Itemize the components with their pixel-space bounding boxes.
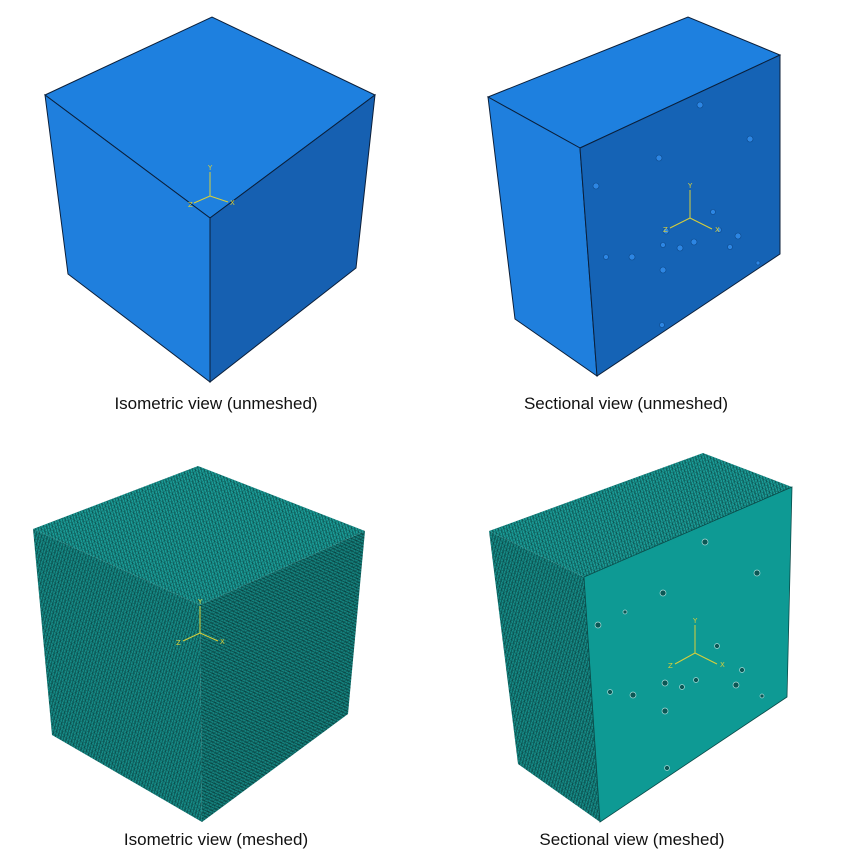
section-face bbox=[579, 54, 781, 377]
axis-x-label: X bbox=[720, 661, 725, 669]
cube-left-face bbox=[33, 529, 202, 822]
cube-left-face bbox=[489, 531, 600, 822]
caption-sectional-unmeshed: Sectional view (unmeshed) bbox=[523, 394, 729, 413]
panel-sectional-meshed: Y X Z bbox=[0, 440, 865, 830]
cube-right-face bbox=[209, 93, 376, 384]
section-face bbox=[583, 486, 793, 823]
axis-y-label: Y bbox=[687, 182, 693, 190]
cube-isometric-meshed: Y X Z bbox=[33, 466, 365, 822]
axis-x-label: X bbox=[715, 226, 720, 234]
axis-triad: Y X Z bbox=[663, 182, 720, 234]
panel-sectional-unmeshed: Y X Z bbox=[0, 0, 865, 390]
cube-top-face bbox=[33, 466, 365, 605]
cube-sectional-unmeshed: Y X Z bbox=[486, 16, 782, 378]
caption-sectional-meshed: Sectional view (meshed) bbox=[539, 830, 725, 849]
axis-triad: Y X Z bbox=[176, 598, 225, 647]
caption-isometric-meshed: Isometric view (meshed) bbox=[123, 830, 309, 849]
axis-z-label: Z bbox=[663, 226, 668, 234]
axis-triad: Y X Z bbox=[188, 164, 235, 209]
axis-x-label: X bbox=[230, 199, 235, 207]
axis-z-label: Z bbox=[668, 662, 673, 670]
cube-top-face bbox=[489, 453, 792, 577]
axis-z-label: Z bbox=[188, 201, 193, 209]
axis-y-label: Y bbox=[197, 598, 203, 606]
axis-y-label: Y bbox=[207, 164, 213, 172]
panel-isometric-meshed: Y X Z bbox=[0, 440, 432, 830]
section-pores bbox=[592, 101, 761, 328]
axis-x-label: X bbox=[220, 638, 225, 646]
cube-sectional-meshed: Y X Z bbox=[489, 453, 793, 823]
section-pores bbox=[594, 538, 765, 771]
axis-y-label: Y bbox=[692, 617, 698, 625]
cube-isometric-unmeshed: Y X Z bbox=[44, 16, 376, 384]
axis-triad: Y X Z bbox=[668, 617, 725, 670]
caption-isometric-unmeshed: Isometric view (unmeshed) bbox=[114, 394, 318, 413]
panel-isometric-unmeshed: Y X Z bbox=[0, 0, 432, 390]
cube-right-face bbox=[200, 531, 365, 822]
axis-z-label: Z bbox=[176, 639, 181, 647]
